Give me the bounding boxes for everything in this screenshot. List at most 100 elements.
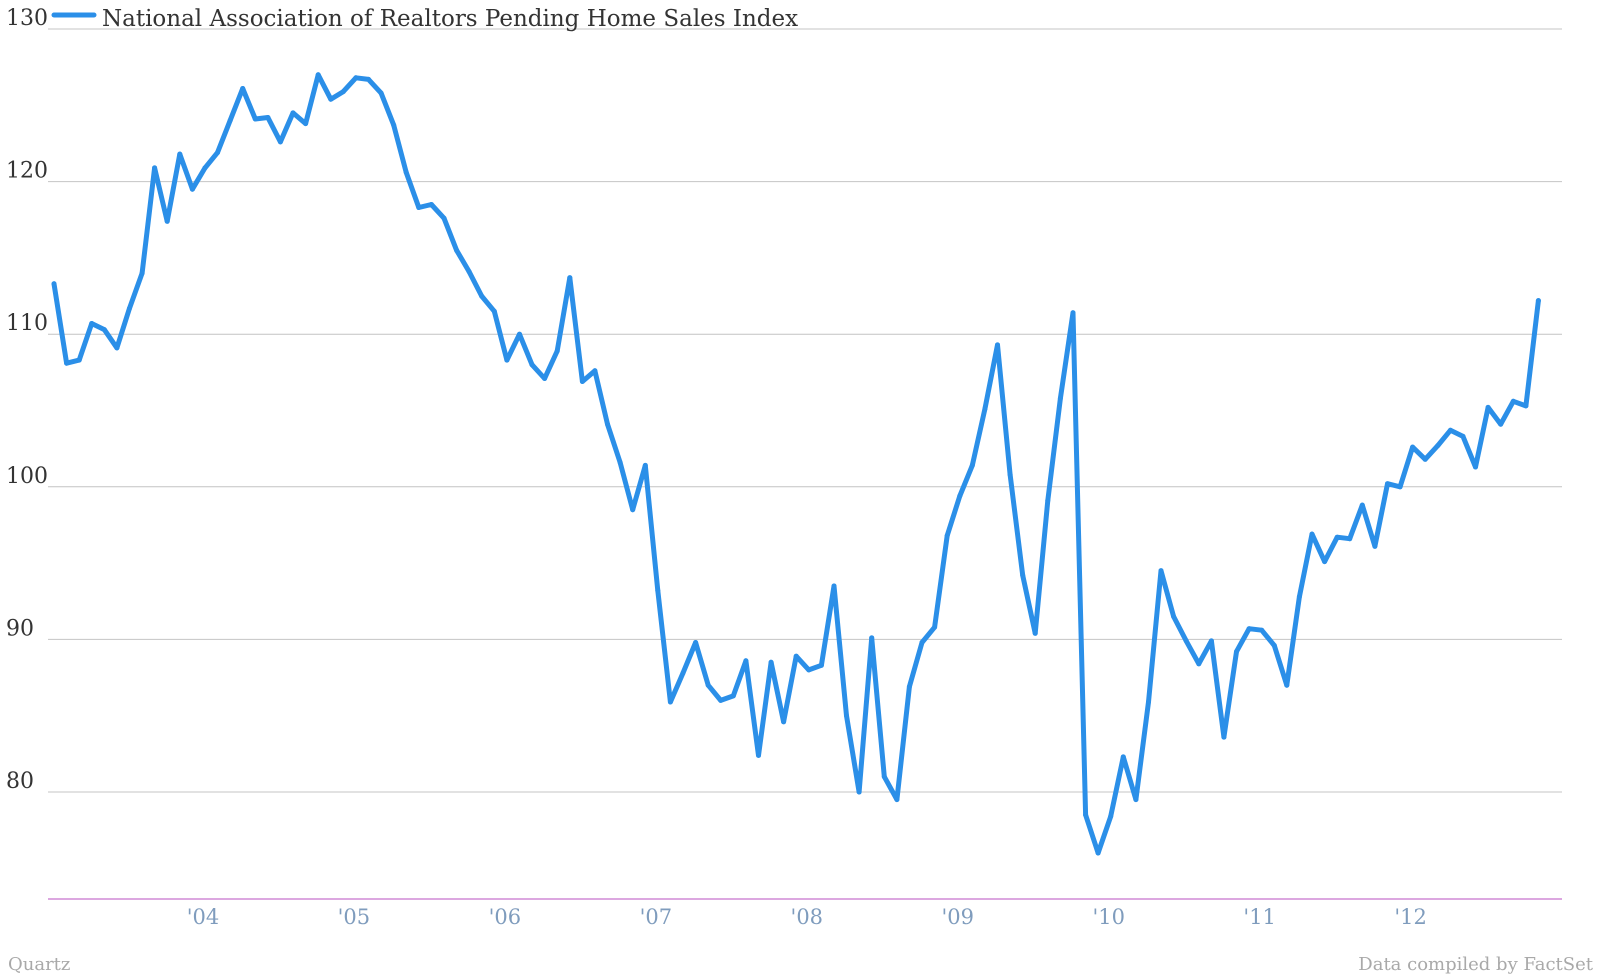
data-point	[479, 293, 485, 299]
data-point	[202, 165, 208, 171]
data-point	[818, 662, 824, 668]
x-tick-label: '07	[640, 905, 673, 929]
data-point	[491, 308, 497, 314]
data-point	[277, 139, 283, 145]
data-point	[1045, 498, 1051, 503]
data-point	[265, 115, 271, 120]
legend-label: National Association of Realtors Pending…	[102, 6, 798, 32]
data-point	[101, 327, 107, 333]
data-point	[919, 640, 925, 645]
data-point	[1133, 797, 1139, 803]
data-point	[768, 659, 774, 665]
data-point	[1322, 559, 1328, 565]
data-point	[1359, 502, 1365, 508]
data-point	[1196, 661, 1202, 667]
data-point	[139, 270, 145, 276]
data-point	[1422, 456, 1428, 462]
data-point	[517, 331, 522, 337]
source-credit-left: Quartz	[8, 954, 71, 975]
data-point	[730, 693, 736, 699]
data-points	[51, 72, 1541, 856]
data-point	[127, 305, 132, 311]
data-point	[466, 269, 472, 275]
data-point	[680, 670, 686, 676]
data-point	[1120, 754, 1126, 760]
data-point	[416, 205, 422, 210]
y-tick-label: 120	[6, 159, 48, 184]
data-point	[705, 682, 711, 688]
data-point	[1020, 572, 1026, 578]
data-point	[1271, 643, 1277, 648]
y-axis-ticks: 80 90 100 110 120 130	[6, 6, 48, 794]
data-point	[693, 640, 699, 645]
data-point	[290, 110, 296, 116]
x-tick-label: '06	[489, 905, 522, 929]
data-point	[1372, 543, 1378, 549]
x-tick-label: '08	[791, 905, 824, 929]
data-point	[617, 459, 623, 465]
data-point	[1460, 433, 1466, 439]
data-point	[1070, 310, 1076, 316]
data-point	[428, 202, 434, 207]
data-point	[504, 357, 510, 363]
data-point	[152, 165, 158, 171]
data-point	[215, 150, 220, 156]
data-point	[1032, 630, 1038, 636]
data-point	[831, 583, 837, 589]
data-point	[906, 684, 912, 690]
x-tick-label: '04	[187, 905, 220, 929]
data-point	[315, 72, 321, 78]
data-point	[240, 86, 246, 91]
data-point	[1347, 536, 1353, 542]
data-point	[844, 713, 849, 719]
data-point	[806, 667, 812, 673]
data-point	[1447, 427, 1453, 433]
data-point	[114, 345, 120, 351]
data-point	[441, 215, 447, 221]
data-point	[378, 90, 384, 96]
y-tick-label: 110	[6, 311, 48, 336]
data-point	[89, 321, 95, 326]
y-tick-label: 130	[6, 6, 48, 31]
y-tick-label: 80	[6, 769, 34, 794]
data-point	[743, 658, 749, 664]
data-point	[391, 122, 397, 128]
x-tick-label: '11	[1243, 905, 1276, 929]
data-point	[64, 360, 70, 366]
data-point	[454, 247, 460, 253]
data-point	[1485, 404, 1491, 410]
data-point	[894, 797, 900, 803]
data-point	[1095, 850, 1101, 856]
data-point	[756, 752, 761, 758]
data-point	[579, 379, 585, 384]
x-tick-label: '09	[942, 905, 975, 929]
data-point	[1057, 395, 1063, 401]
data-point	[1234, 649, 1239, 655]
legend: National Association of Realtors Pending…	[51, 6, 798, 32]
data-point	[1535, 298, 1541, 304]
data-point	[567, 275, 573, 281]
data-point	[177, 151, 183, 157]
x-axis-ticks: '04 '05 '06 '07 '08 '09 '10 '11 '12	[187, 905, 1427, 929]
data-point	[1108, 813, 1114, 819]
data-point	[366, 76, 371, 82]
data-point	[718, 697, 724, 703]
data-point	[1171, 614, 1177, 619]
data-point	[1208, 638, 1214, 644]
data-point	[529, 362, 535, 368]
data-point	[189, 186, 195, 192]
data-point	[1007, 472, 1013, 478]
data-point	[1183, 638, 1189, 644]
data-point	[1498, 421, 1504, 427]
data-point	[164, 218, 170, 224]
data-point	[793, 653, 799, 659]
x-tick-label: '05	[338, 905, 371, 929]
data-point	[655, 588, 661, 594]
data-point	[1296, 594, 1302, 600]
data-point	[1397, 484, 1403, 490]
data-point	[1410, 444, 1416, 450]
data-point	[1510, 398, 1516, 404]
data-point	[969, 462, 975, 468]
data-point	[881, 774, 887, 780]
